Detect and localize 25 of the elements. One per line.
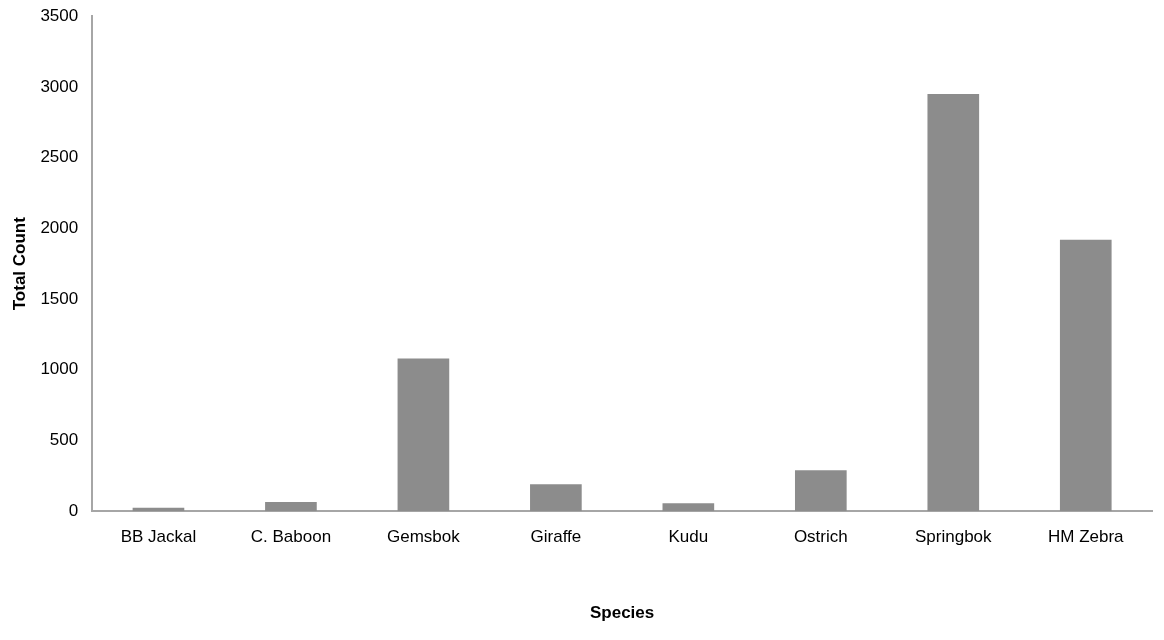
x-tick-label: Kudu	[668, 527, 709, 547]
bar	[530, 484, 582, 512]
bar	[927, 93, 980, 512]
y-axis-title: Total Count	[9, 216, 29, 311]
y-tick-label: 3000	[40, 76, 79, 96]
x-tick-label: Ostrich	[793, 527, 848, 547]
bar	[662, 503, 715, 512]
x-tick-label: Springbok	[915, 527, 993, 547]
y-tick-label: 1500	[40, 288, 79, 308]
y-tick-label: 1000	[40, 359, 79, 379]
x-tick-label: C. Baboon	[250, 527, 332, 547]
bar	[397, 358, 450, 512]
x-tick-label: HM Zebra	[1047, 527, 1125, 547]
y-tick-label: 2500	[40, 147, 79, 167]
x-tick-label: Giraffe	[530, 527, 582, 547]
x-tick-label: Gemsbok	[387, 527, 461, 547]
bar	[1059, 239, 1112, 512]
y-tick-label: 0	[68, 500, 79, 520]
x-tick-label: BB Jackal	[120, 527, 197, 547]
bar	[794, 470, 847, 512]
x-axis-title: Species	[589, 603, 655, 623]
y-tick-label: 3500	[40, 5, 79, 25]
y-tick-label: 500	[49, 430, 79, 450]
y-tick-label: 2000	[40, 218, 79, 238]
bar	[265, 502, 317, 512]
